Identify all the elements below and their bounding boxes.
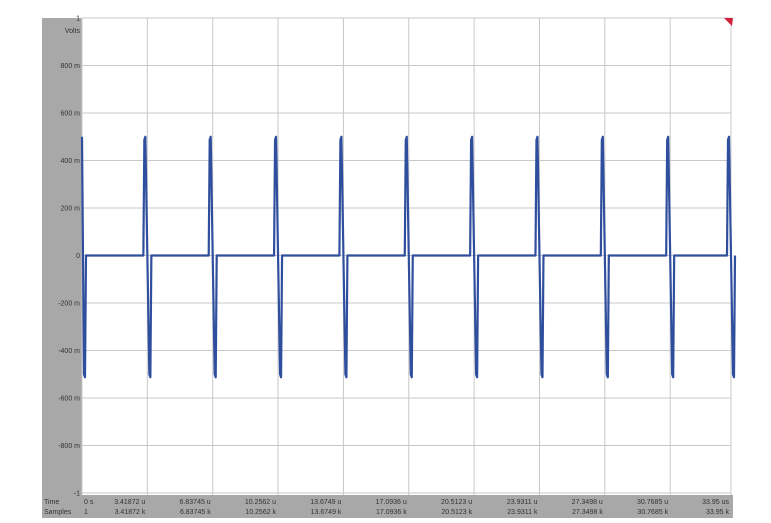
y-axis-panel bbox=[42, 18, 82, 518]
y-axis-unit: Volts bbox=[65, 28, 81, 35]
x-row-label-samples: Samples bbox=[44, 509, 72, 516]
x-tick-samples: 17.0936 k bbox=[376, 509, 407, 516]
y-tick-label: 400 m bbox=[61, 158, 81, 165]
x-tick-time: 13.6749 u bbox=[310, 499, 341, 506]
x-tick-samples: 10.2562 k bbox=[245, 509, 276, 516]
x-tick-samples: 23.9311 k bbox=[507, 509, 538, 516]
x-tick-time: 10.2562 u bbox=[245, 499, 276, 506]
x-tick-samples: 6.83745 k bbox=[180, 509, 211, 516]
x-tick-time: 6.83745 u bbox=[180, 499, 211, 506]
x-tick-time: 23.9311 u bbox=[507, 499, 538, 506]
y-tick-label: -1 bbox=[74, 491, 80, 498]
x-row-label-time: Time bbox=[44, 499, 59, 506]
y-tick-label: 0 bbox=[76, 253, 80, 260]
trigger-marker[interactable] bbox=[724, 18, 733, 26]
trace-line bbox=[80, 135, 737, 379]
x-tick-time: 0 s bbox=[84, 499, 94, 506]
x-tick-time: 17.0936 u bbox=[376, 499, 407, 506]
y-tick-label: -800 m bbox=[58, 443, 80, 450]
x-tick-samples: 30.7685 k bbox=[637, 509, 668, 516]
x-tick-time: 20.5123 u bbox=[441, 499, 472, 506]
x-tick-samples: 20.5123 k bbox=[441, 509, 472, 516]
y-tick-label: -200 m bbox=[58, 301, 80, 308]
y-tick-label: 800 m bbox=[61, 63, 81, 70]
y-tick-label: -400 m bbox=[58, 348, 80, 355]
x-axis-panel bbox=[42, 495, 733, 518]
x-tick-samples: 27.3498 k bbox=[572, 509, 603, 516]
y-tick-label: 600 m bbox=[61, 111, 81, 118]
y-tick-label: 200 m bbox=[61, 206, 81, 213]
x-tick-time: 3.41872 u bbox=[114, 499, 145, 506]
x-tick-time: 30.7685 u bbox=[637, 499, 668, 506]
x-tick-time: 27.3498 u bbox=[572, 499, 603, 506]
x-tick-samples: 33.95 k bbox=[706, 509, 729, 516]
x-tick-samples: 3.41872 k bbox=[115, 509, 146, 516]
y-tick-label: -600 m bbox=[58, 396, 80, 403]
x-tick-time: 33.95 us bbox=[702, 499, 729, 506]
y-tick-label: 1 bbox=[76, 16, 80, 23]
x-tick-samples: 13.6749 k bbox=[311, 509, 342, 516]
x-tick-samples: 1 bbox=[84, 509, 88, 516]
